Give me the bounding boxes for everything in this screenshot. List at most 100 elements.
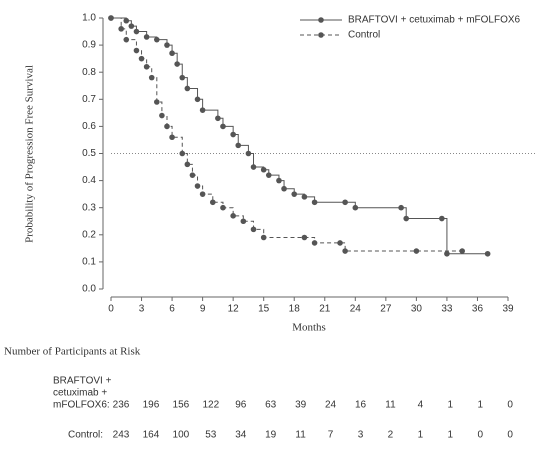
risk-table-title: Number of Participants at Risk — [4, 346, 141, 358]
censor-marker — [230, 131, 236, 138]
censor-marker — [154, 36, 160, 43]
legend-marker — [318, 32, 324, 38]
risk-count: 16 — [355, 400, 367, 411]
y-tick-label: 0.0 — [82, 284, 96, 295]
censor-marker — [220, 123, 226, 130]
censor-marker — [337, 240, 343, 246]
x-tick-label: 0 — [108, 304, 114, 315]
x-tick-label: 12 — [228, 304, 240, 315]
censor-marker — [444, 250, 450, 257]
survival-curve — [111, 17, 488, 255]
legend-marker — [318, 17, 324, 23]
censor-marker — [194, 183, 201, 189]
legend-label: Control — [348, 30, 380, 41]
censor-marker — [342, 248, 348, 254]
censor-marker — [245, 150, 252, 157]
risk-count: 3 — [358, 430, 364, 441]
censor-marker — [439, 215, 445, 222]
y-tick-label: 0.2 — [82, 229, 96, 240]
censor-marker — [199, 191, 206, 197]
risk-count: 34 — [235, 430, 247, 441]
x-tick-label: 9 — [200, 304, 206, 315]
y-axis-label: Probability of Progression Free Survival — [24, 65, 36, 243]
censor-marker — [413, 248, 420, 254]
censor-marker — [123, 36, 130, 43]
y-tick-label: 0.6 — [82, 121, 96, 132]
censor-marker — [311, 240, 318, 246]
censor-marker — [194, 96, 201, 103]
y-tick-label: 0.4 — [82, 175, 96, 186]
x-tick-label: 24 — [350, 304, 362, 315]
y-tick-label: 0.5 — [82, 148, 96, 159]
censor-marker — [301, 234, 308, 241]
censor-marker — [459, 248, 465, 254]
risk-count: 236 — [113, 400, 130, 411]
risk-count: 19 — [265, 430, 277, 441]
censor-marker — [352, 204, 359, 211]
risk-count: 63 — [265, 400, 277, 411]
censor-marker — [220, 204, 226, 211]
censor-marker — [189, 172, 196, 178]
x-tick-label: 6 — [169, 304, 175, 315]
risk-count: 156 — [173, 400, 190, 411]
risk-count: 1 — [418, 430, 424, 441]
y-tick-label: 1.0 — [82, 13, 96, 24]
risk-count: 164 — [143, 430, 160, 441]
risk-count: 24 — [325, 400, 337, 411]
censor-marker — [133, 28, 140, 35]
censor-marker — [484, 250, 491, 257]
risk-count: 7 — [328, 430, 334, 441]
censor-marker — [143, 63, 150, 70]
censor-marker — [123, 17, 130, 24]
censor-marker — [199, 107, 206, 113]
x-tick-label: 33 — [441, 304, 453, 315]
censor-marker — [276, 177, 282, 184]
censor-marker — [154, 99, 160, 105]
risk-count: 100 — [173, 430, 190, 441]
risk-count: 1 — [448, 430, 454, 441]
risk-count: 0 — [507, 430, 513, 441]
censor-marker — [260, 234, 267, 241]
risk-count: 11 — [385, 400, 396, 411]
censor-marker — [301, 194, 308, 200]
y-tick-label: 0.8 — [82, 67, 96, 78]
censor-marker — [215, 115, 221, 122]
y-tick-label: 0.1 — [82, 257, 96, 268]
censor-marker — [398, 204, 404, 211]
censor-marker — [235, 142, 242, 149]
risk-row-label: cetuximab + — [53, 388, 107, 399]
censor-marker — [342, 199, 348, 206]
x-tick-label: 18 — [289, 304, 301, 315]
censor-marker — [240, 218, 247, 225]
censor-marker — [250, 226, 257, 233]
censor-marker — [250, 164, 257, 170]
censor-marker — [209, 199, 216, 206]
censor-marker — [148, 74, 155, 81]
y-tick-label: 0.3 — [82, 202, 96, 213]
y-tick-label: 0.9 — [82, 40, 96, 51]
x-tick-label: 36 — [472, 304, 484, 315]
censor-marker — [291, 191, 298, 197]
x-tick-label: 3 — [139, 304, 145, 315]
risk-count: 2 — [388, 430, 394, 441]
x-tick-label: 39 — [502, 304, 514, 315]
risk-row-label: mFOLFOX6: — [53, 400, 110, 411]
risk-count: 196 — [143, 400, 160, 411]
x-tick-label: 21 — [319, 304, 331, 315]
risk-row-label: BRAFTOVI + — [53, 376, 112, 387]
censor-marker — [169, 134, 175, 141]
censor-marker — [128, 23, 135, 29]
x-tick-label: 27 — [380, 304, 392, 315]
risk-count: 11 — [295, 430, 306, 441]
censor-marker — [265, 172, 272, 178]
censor-marker — [260, 166, 267, 173]
censor-marker — [133, 47, 140, 54]
censor-marker — [281, 185, 287, 192]
censor-marker — [179, 74, 186, 81]
censor-marker — [108, 15, 114, 21]
censor-marker — [138, 55, 145, 62]
x-tick-label: 15 — [258, 304, 270, 315]
censor-marker — [184, 85, 191, 92]
censor-marker — [311, 199, 318, 206]
censor-marker — [118, 26, 124, 32]
